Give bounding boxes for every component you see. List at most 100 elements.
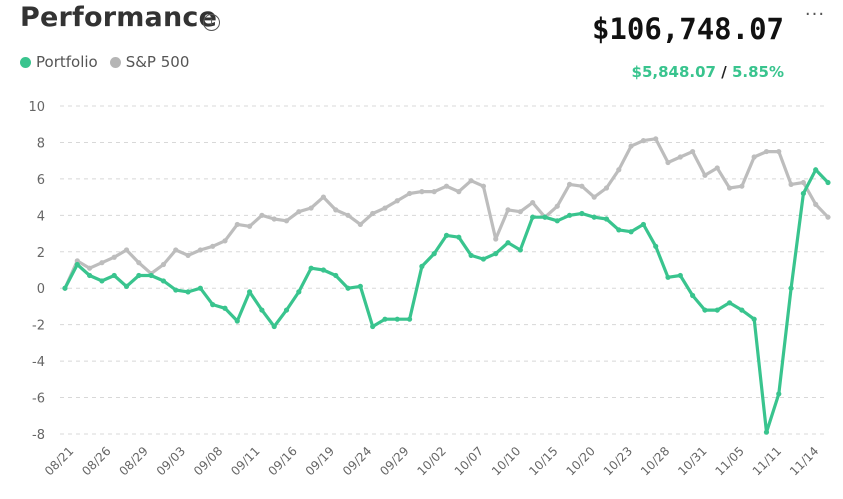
sp500-data-point <box>603 185 610 191</box>
x-tick-label: 10/10 <box>489 444 523 478</box>
portfolio-data-point <box>591 214 597 220</box>
sp500-data-point <box>493 236 499 242</box>
portfolio-data-point <box>111 272 117 279</box>
change-amount: $5,848.07 <box>631 63 716 81</box>
sp500-data-point <box>505 207 511 213</box>
portfolio-data-point <box>136 272 142 279</box>
portfolio-data-point <box>665 274 671 280</box>
y-tick-label: 0 <box>37 282 45 297</box>
sp500-data-point <box>406 190 413 197</box>
x-tick-label: 09/08 <box>191 444 225 478</box>
portfolio-data-point <box>246 289 253 295</box>
sp500-data-point <box>665 159 671 166</box>
portfolio-data-point <box>271 323 277 330</box>
portfolio-data-point <box>370 323 376 330</box>
portfolio-data-point <box>419 263 425 269</box>
y-tick-label: 10 <box>28 100 45 115</box>
x-tick-label: 09/03 <box>154 444 188 478</box>
portfolio-data-point <box>554 218 560 224</box>
sp500-data-point <box>530 199 536 206</box>
sp500-data-point <box>123 247 130 253</box>
portfolio-data-point <box>702 307 708 313</box>
sp500-data-point <box>333 207 339 213</box>
y-tick-label: 2 <box>37 246 45 261</box>
portfolio-data-point <box>542 214 548 220</box>
sp500-data-point <box>357 221 363 228</box>
sp500-data-point <box>87 265 93 271</box>
sp500-data-point <box>431 189 437 195</box>
sp500-data-point <box>800 179 806 186</box>
legend-item-sp500[interactable]: S&P 500 <box>109 53 190 71</box>
portfolio-data-point <box>406 316 413 322</box>
sp500-data-point <box>136 260 142 266</box>
portfolio-data-point <box>222 305 228 311</box>
portfolio-data-point <box>333 272 339 279</box>
legend-item-portfolio[interactable]: Portfolio <box>20 53 98 71</box>
portfolio-data-point <box>394 316 400 322</box>
portfolio-data-point <box>690 292 696 299</box>
portfolio-data-point <box>726 300 733 306</box>
sp500-data-point <box>751 154 757 160</box>
portfolio-data-point <box>431 251 437 257</box>
legend-dot-sp500 <box>109 56 121 68</box>
sp500-data-point <box>763 148 770 155</box>
sp500-data-point <box>382 205 388 211</box>
change-separator: / <box>721 63 727 81</box>
sp500-data-point <box>283 218 290 224</box>
info-icon[interactable]: i <box>203 14 220 31</box>
x-tick-label: 11/05 <box>712 444 746 478</box>
portfolio-data-point <box>517 247 523 253</box>
sp500-data-point <box>702 172 708 178</box>
x-tick-label: 11/11 <box>750 444 784 478</box>
x-tick-label: 09/16 <box>265 444 299 478</box>
sp500-data-point <box>210 243 216 249</box>
portfolio-data-point <box>616 227 622 233</box>
portfolio-data-point <box>74 261 80 268</box>
sp500-data-point <box>197 247 203 253</box>
sp500-data-point <box>677 154 683 160</box>
x-tick-label: 10/31 <box>675 444 709 478</box>
sp500-data-point <box>813 201 819 207</box>
portfolio-data-point <box>505 240 511 246</box>
portfolio-data-point <box>185 289 191 295</box>
portfolio-data-point <box>62 285 68 291</box>
portfolio-data-point <box>480 256 487 262</box>
sp500-data-point <box>222 238 228 244</box>
portfolio-data-point <box>87 272 93 279</box>
balance-change: $5,848.07 / 5.85% <box>632 63 784 81</box>
portfolio-data-point <box>628 229 634 235</box>
sp500-data-point <box>776 148 782 155</box>
portfolio-data-point <box>566 212 573 218</box>
portfolio-data-point <box>296 289 302 295</box>
legend-label-sp500: S&P 500 <box>125 53 190 71</box>
portfolio-data-point <box>357 283 363 289</box>
portfolio-data-point <box>210 302 216 308</box>
x-tick-label: 09/19 <box>303 444 337 478</box>
portfolio-data-point <box>530 214 536 220</box>
sp500-data-point <box>554 203 560 209</box>
x-tick-label: 08/26 <box>79 444 113 478</box>
sp500-data-point <box>99 260 105 266</box>
portfolio-data-point <box>776 391 782 397</box>
sp500-data-point <box>296 209 302 215</box>
sp500-data-point <box>566 181 573 187</box>
x-tick-label: 10/02 <box>414 444 448 478</box>
portfolio-data-point <box>825 179 831 186</box>
sp500-data-point <box>271 216 277 222</box>
x-tick-label: 08/29 <box>116 444 150 478</box>
portfolio-data-point <box>148 272 154 279</box>
portfolio-data-point <box>800 190 806 197</box>
portfolio-data-point <box>345 285 351 291</box>
x-tick-label: 10/07 <box>452 444 486 478</box>
portfolio-data-point <box>123 283 130 289</box>
portfolio-data-point <box>160 278 167 284</box>
page-title: Performance <box>20 2 218 33</box>
sp500-data-point <box>788 181 794 187</box>
portfolio-data-point <box>443 232 450 238</box>
sp500-data-point <box>739 183 745 189</box>
sp500-data-point <box>160 261 167 268</box>
legend-dot-portfolio <box>20 56 31 68</box>
more-options-icon[interactable]: ··· <box>804 4 826 25</box>
sp500-data-point <box>616 167 622 173</box>
sp500-data-point <box>690 148 696 155</box>
